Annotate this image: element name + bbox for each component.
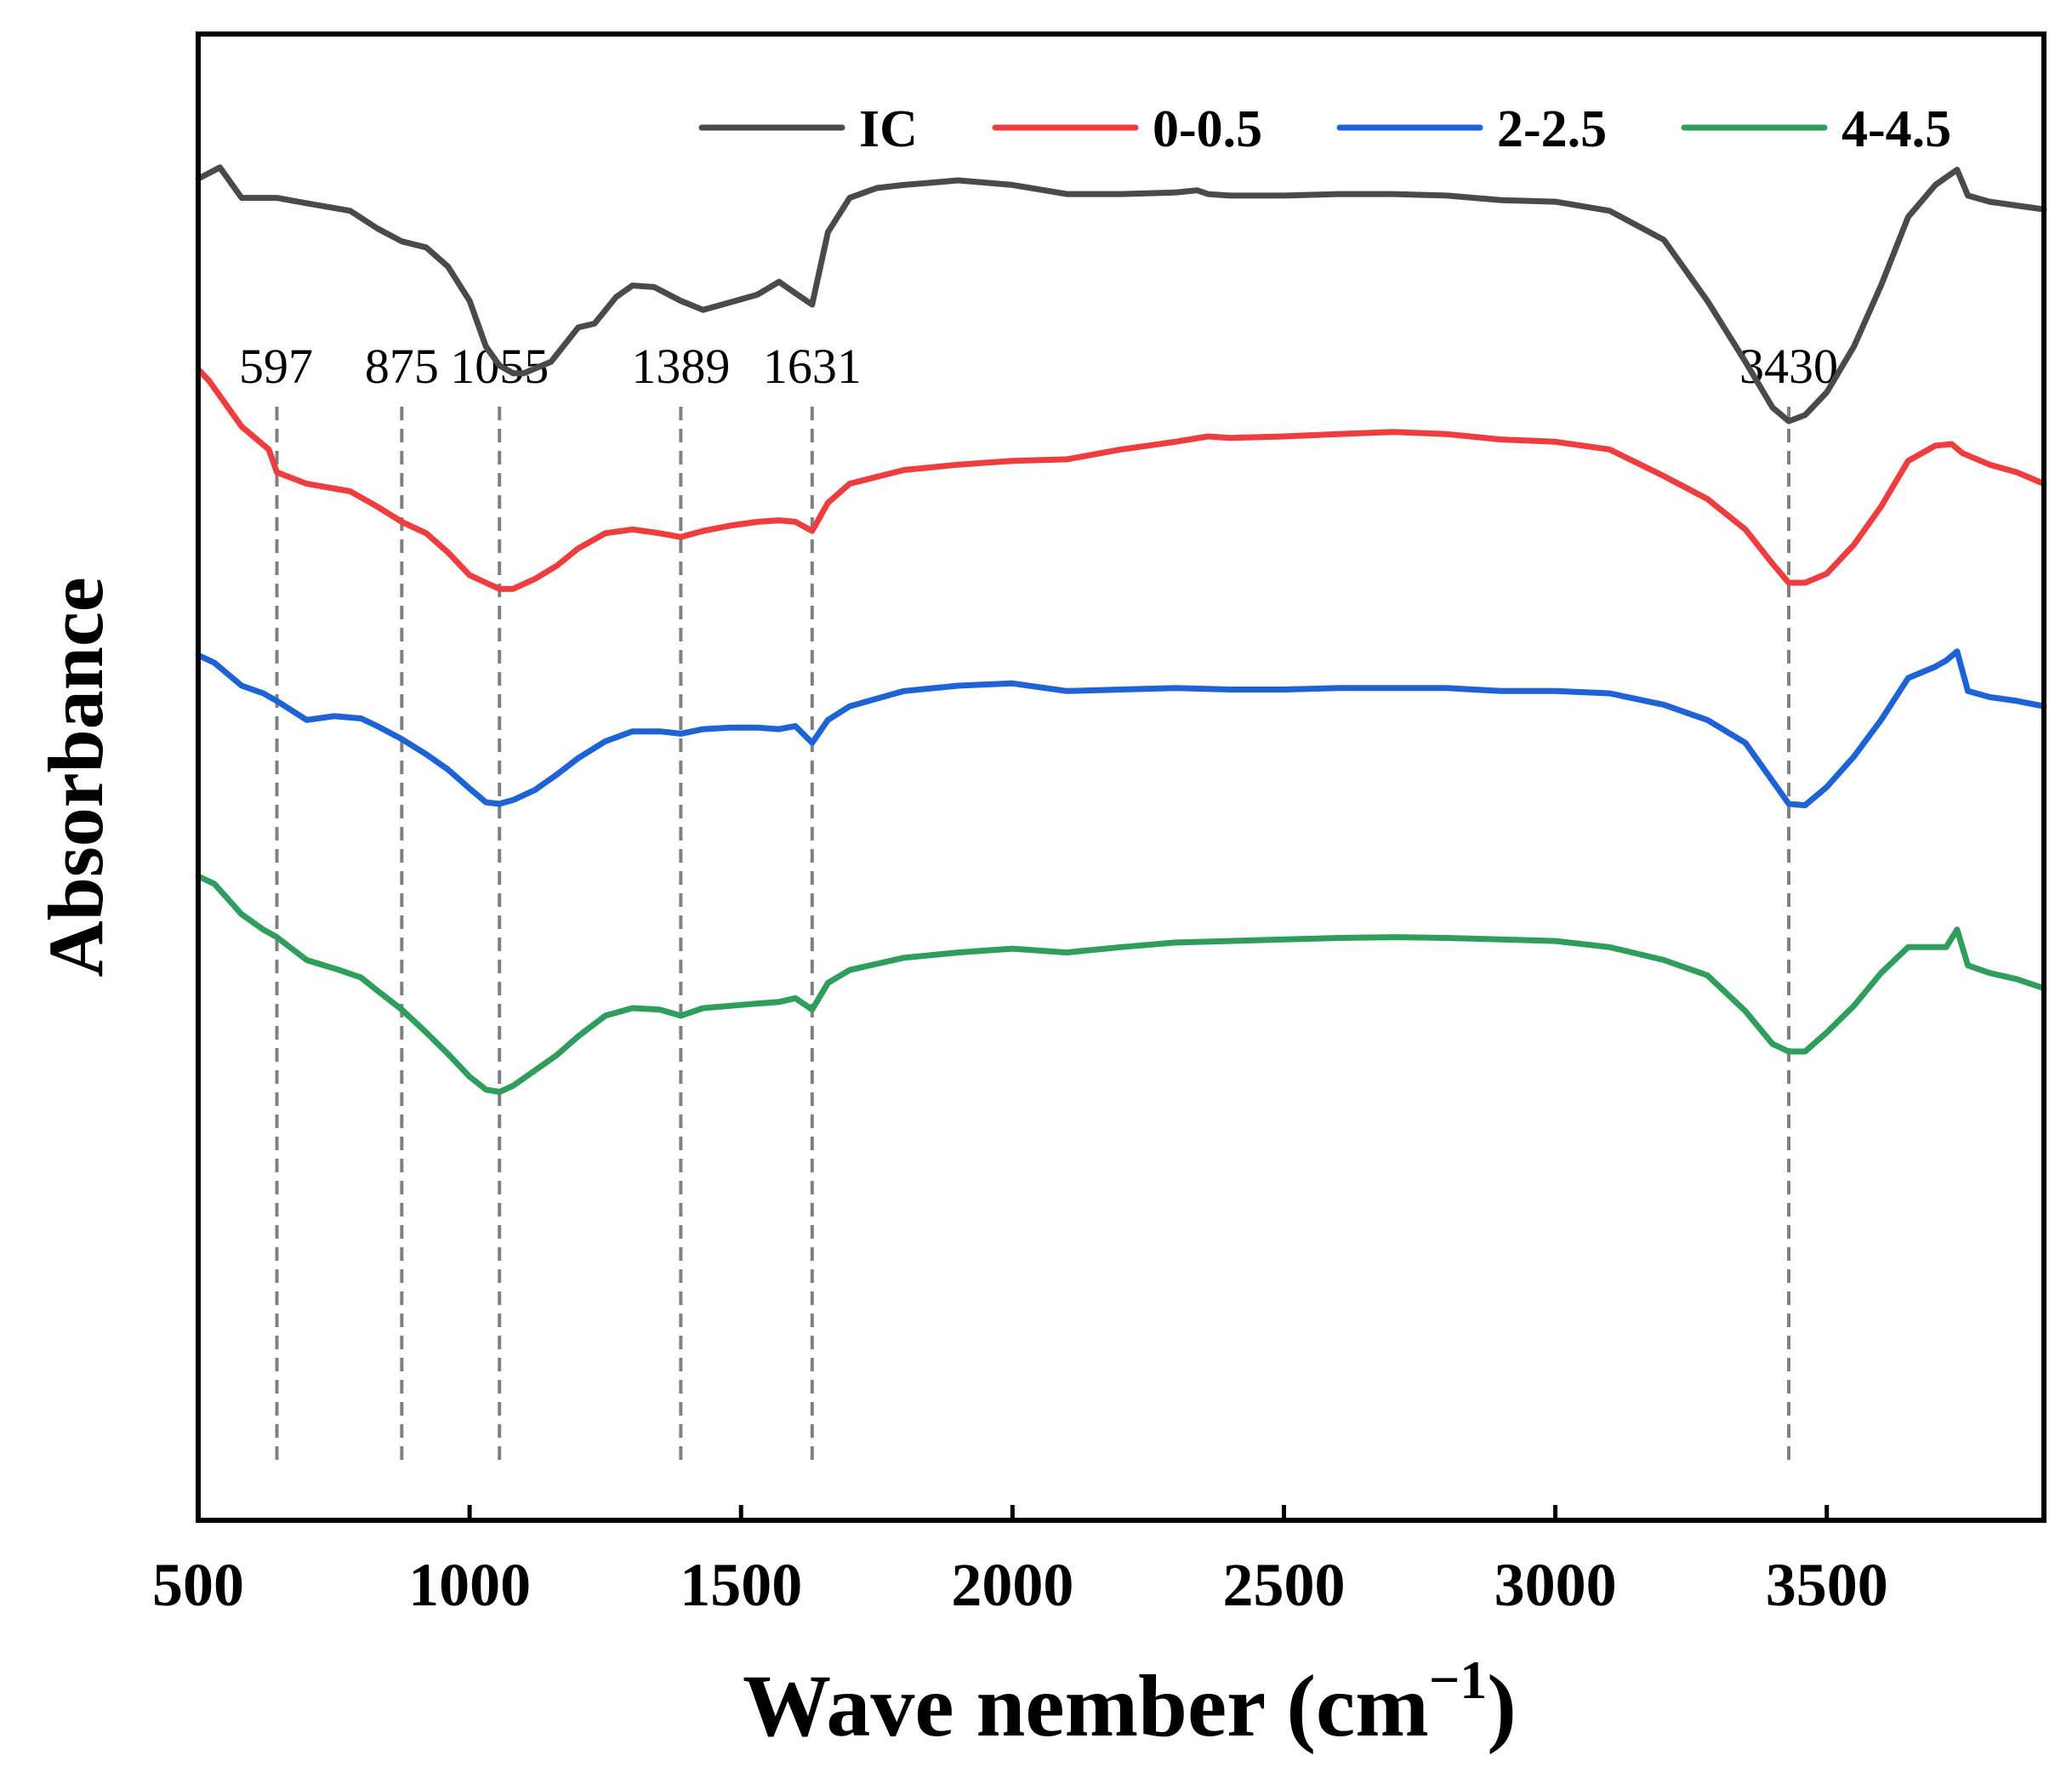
legend-label-IC: IC bbox=[859, 100, 918, 158]
series-layer bbox=[195, 164, 2047, 1095]
peak-label-597: 597 bbox=[239, 339, 313, 394]
y-axis-title: Absorbance bbox=[32, 577, 119, 977]
x-axis-title-superscript: −1 bbox=[1429, 1650, 1487, 1710]
peak-label-1631: 1631 bbox=[763, 339, 862, 394]
x-tick-label-1500: 1500 bbox=[680, 1551, 802, 1619]
x-tick-label-2500: 2500 bbox=[1222, 1551, 1345, 1619]
peak-label-1389: 1389 bbox=[631, 339, 730, 394]
peak-marker-lines: 597 875 1055 1389 1631 3430 bbox=[239, 339, 1838, 1463]
peak-label-875: 875 bbox=[365, 339, 439, 394]
legend: IC 0-0.5 2-2.5 4-4.5 bbox=[698, 100, 1951, 158]
x-tick-label-1000: 1000 bbox=[408, 1551, 531, 1619]
x-axis-ticks: 500 1000 1500 2000 2500 3000 3500 bbox=[152, 1505, 1888, 1619]
series-line-0-0.5 bbox=[195, 366, 2047, 592]
x-axis-title: Wave nember (cm−1) bbox=[743, 1650, 1517, 1755]
x-tick-label-2000: 2000 bbox=[951, 1551, 1073, 1619]
series-line-IC bbox=[195, 164, 2047, 425]
peak-label-3430: 3430 bbox=[1739, 339, 1838, 394]
x-tick-label-500: 500 bbox=[152, 1551, 244, 1619]
series-line-2-2.5 bbox=[195, 648, 2047, 809]
plot-frame bbox=[196, 31, 2046, 1523]
x-axis-title-close: ) bbox=[1487, 1657, 1517, 1755]
legend-label-4-4.5: 4-4.5 bbox=[1841, 100, 1951, 158]
x-tick-label-3500: 3500 bbox=[1766, 1551, 1888, 1619]
x-tick-label-3000: 3000 bbox=[1494, 1551, 1617, 1619]
x-axis-title-main: Wave nember (cm bbox=[743, 1657, 1429, 1755]
series-line-4-4.5 bbox=[195, 873, 2047, 1095]
legend-label-0-0.5: 0-0.5 bbox=[1153, 100, 1262, 158]
legend-label-2-2.5: 2-2.5 bbox=[1497, 100, 1607, 158]
